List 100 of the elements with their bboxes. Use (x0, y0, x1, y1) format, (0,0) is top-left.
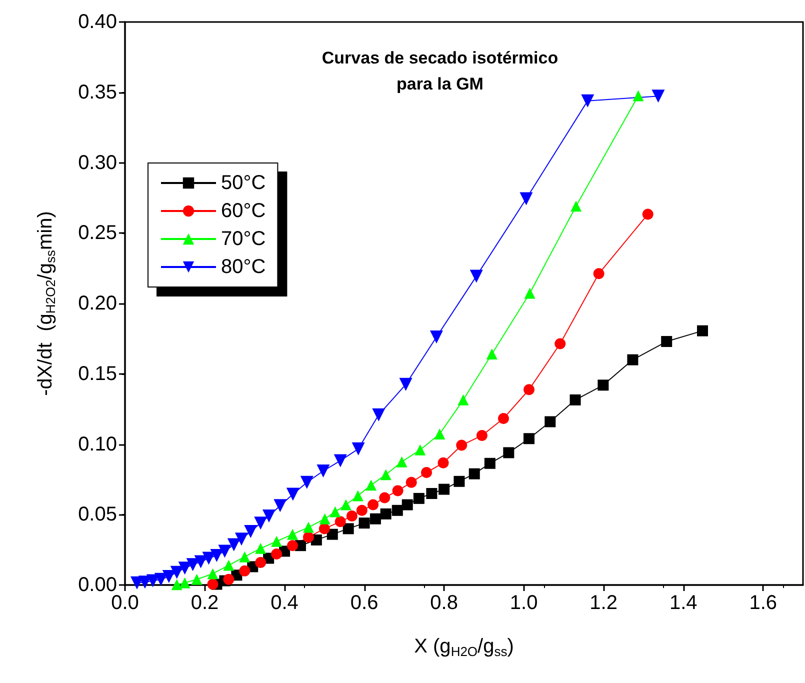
point (286, 488, 300, 501)
point (402, 499, 413, 510)
point (340, 499, 352, 510)
point (652, 90, 665, 103)
point (346, 510, 358, 522)
point (632, 90, 644, 102)
x-tick-label: 0.2 (190, 592, 219, 614)
point (498, 412, 509, 424)
point (287, 540, 298, 552)
point (319, 513, 330, 524)
point (570, 200, 582, 212)
point (255, 556, 266, 568)
x-tick-label: 0.8 (430, 592, 458, 614)
point (326, 528, 338, 540)
x-tick-label: 1.2 (590, 592, 618, 614)
point (627, 354, 638, 366)
point (399, 378, 412, 391)
point (334, 516, 346, 528)
point (598, 380, 609, 391)
point (372, 408, 386, 422)
y-tick-label: 0.20 (78, 292, 117, 314)
point (170, 566, 184, 579)
point (392, 504, 403, 516)
point (468, 468, 480, 480)
point (274, 499, 287, 512)
legend-label: 60°C (221, 200, 266, 222)
point (406, 476, 417, 488)
point (368, 499, 379, 510)
point (244, 525, 258, 538)
point (178, 562, 192, 575)
point (426, 488, 438, 500)
point (524, 384, 535, 396)
y-tick-label: 0.30 (78, 152, 117, 174)
point (218, 544, 232, 558)
x-tick-label: 0.4 (270, 592, 298, 614)
point (318, 523, 330, 534)
point (593, 268, 604, 280)
point (454, 476, 465, 487)
point (430, 330, 443, 344)
point (262, 510, 276, 523)
point (366, 480, 377, 491)
point (342, 523, 354, 534)
point (227, 538, 240, 552)
x-tick-label: 0.6 (350, 592, 378, 614)
point (370, 513, 381, 524)
point (379, 492, 390, 504)
point (186, 558, 200, 572)
point (392, 485, 404, 496)
point (396, 456, 408, 468)
point (234, 532, 248, 546)
point (223, 574, 234, 585)
x-tick-label: 1.0 (510, 592, 538, 614)
point (486, 348, 498, 360)
x-tick-label: 1.4 (669, 592, 698, 614)
point (434, 428, 446, 440)
point (254, 516, 268, 530)
point (524, 288, 536, 299)
point (414, 444, 426, 456)
point (330, 506, 341, 518)
point (179, 577, 190, 588)
point (334, 454, 347, 468)
y-tick-label: 0.05 (78, 504, 117, 526)
point (352, 490, 364, 502)
point (300, 476, 314, 489)
point (458, 394, 469, 406)
point (210, 548, 224, 562)
y-tick-label: 0.10 (78, 433, 117, 456)
point (413, 492, 424, 504)
point (171, 579, 182, 590)
point (316, 464, 330, 478)
y-tick-label: 0.15 (78, 362, 117, 385)
point (520, 192, 533, 206)
x-tick-label: 1.6 (749, 592, 778, 614)
y-tick-label: 0.25 (78, 222, 117, 244)
point (380, 469, 392, 480)
text: Curvas de secado isotérmico para la GM (322, 48, 558, 94)
point (544, 416, 556, 428)
point (438, 484, 450, 495)
point (352, 442, 365, 456)
point (484, 458, 496, 469)
point (554, 338, 566, 350)
point (470, 270, 483, 283)
point (696, 325, 708, 336)
y-axis-title: -dX/dt (gH2O2/gssmin) (34, 211, 58, 396)
point (271, 536, 282, 547)
y-tick-label: 0.40 (78, 11, 117, 33)
legend-label: 70°C (221, 228, 266, 250)
point (356, 504, 368, 516)
point (642, 208, 654, 220)
point (302, 532, 314, 543)
legend-label: 50°C (221, 172, 266, 194)
point (239, 565, 250, 576)
point (581, 94, 594, 108)
point (380, 508, 392, 520)
point (194, 555, 208, 568)
point (421, 467, 432, 478)
point (503, 447, 514, 458)
legend-label: 80°C (221, 256, 266, 278)
point (223, 560, 234, 571)
point (456, 440, 468, 451)
